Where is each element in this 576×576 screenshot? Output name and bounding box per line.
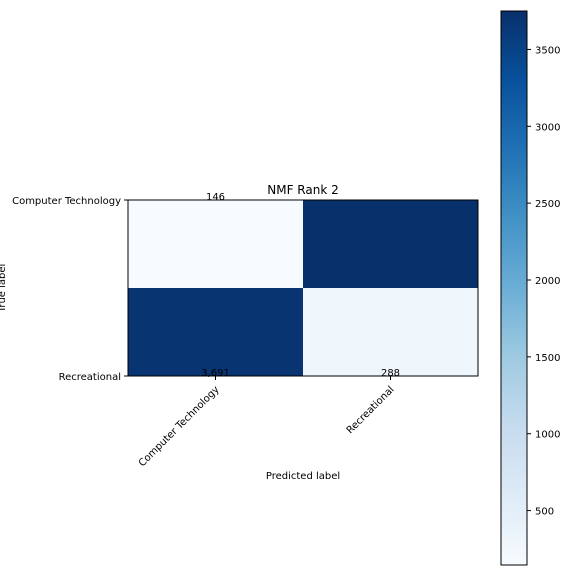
colorbar-tick-label: 1500 xyxy=(535,353,560,364)
plot-frame xyxy=(127,199,479,377)
x-tick-label: Computer Technology xyxy=(137,384,222,469)
cell-value-label: 146 xyxy=(206,192,225,203)
heatmap-cell xyxy=(128,200,303,288)
cell-value-labels: 146 3,691 288 xyxy=(201,192,400,379)
cell-value-label: 288 xyxy=(381,368,400,379)
cell-value-label: 3,691 xyxy=(201,368,230,379)
chart-title: NMF Rank 2 xyxy=(267,183,338,197)
colorbar-tick-label: 2000 xyxy=(535,276,560,287)
x-axis-label: Predicted label xyxy=(266,471,340,482)
colorbar-ticks: 500 1000 1500 2000 2500 3000 3500 xyxy=(527,45,560,518)
heatmap-cell xyxy=(303,200,478,288)
heatmap-cells xyxy=(128,200,478,376)
y-tick-label: Recreational xyxy=(59,372,121,383)
y-axis-ticks: Computer Technology Recreational xyxy=(12,196,128,383)
y-axis-label: True label xyxy=(0,264,8,314)
heatmap-cell xyxy=(303,288,478,376)
colorbar-tick-label: 500 xyxy=(535,507,554,518)
colorbar-tick-label: 3500 xyxy=(535,45,560,56)
x-axis-ticks: Computer Technology Recreational xyxy=(137,376,397,469)
colorbar-tick-label: 3000 xyxy=(535,122,560,133)
y-tick-label: Computer Technology xyxy=(12,196,121,207)
colorbar-tick-label: 2500 xyxy=(535,199,560,210)
colorbar xyxy=(500,10,528,566)
colorbar-tick-label: 1000 xyxy=(535,430,560,441)
heatmap-cell xyxy=(128,288,303,376)
x-tick-label: Recreational xyxy=(345,384,397,436)
